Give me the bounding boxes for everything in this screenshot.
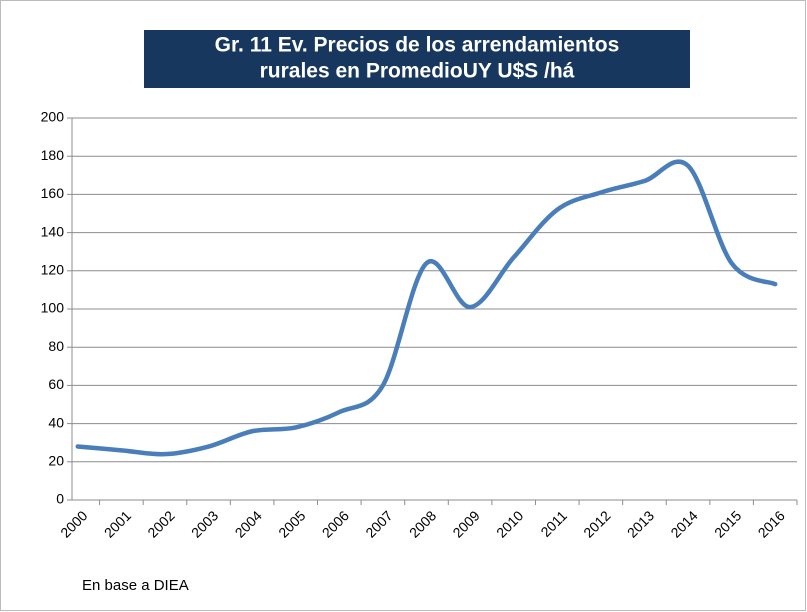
y-tick-label: 80 xyxy=(48,338,64,354)
chart-title: rurales en PromedioUY U$S /há xyxy=(260,60,575,83)
y-tick-label: 100 xyxy=(41,300,65,316)
y-tick-label: 120 xyxy=(41,262,65,278)
y-tick-label: 200 xyxy=(41,109,65,125)
y-tick-label: 60 xyxy=(48,376,64,392)
y-tick-label: 20 xyxy=(48,453,64,469)
y-tick-label: 0 xyxy=(56,491,64,507)
y-tick-label: 140 xyxy=(41,223,65,239)
title-box xyxy=(144,30,690,88)
chart-title: Gr. 11 Ev. Precios de los arrendamientos xyxy=(215,34,620,57)
y-tick-label: 160 xyxy=(41,185,65,201)
y-tick-label: 180 xyxy=(41,147,65,163)
line-series xyxy=(75,159,778,457)
footnote: En base a DIEA xyxy=(82,577,189,594)
y-tick-label: 40 xyxy=(48,414,64,430)
